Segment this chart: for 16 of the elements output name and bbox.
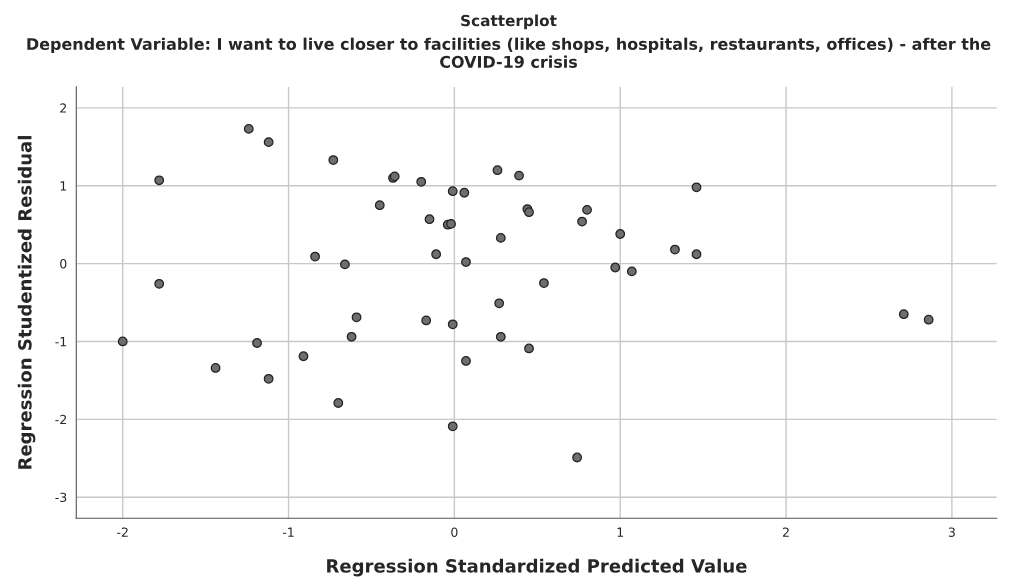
y-tick-label: -1 (55, 337, 67, 347)
y-tick-label: -2 (55, 414, 66, 425)
x-tick-label: 1 (617, 527, 624, 537)
y-tick-label: 0 (60, 259, 67, 269)
x-tick-label: -2 (117, 527, 128, 537)
x-tick-label: 2 (782, 527, 789, 537)
y-axis-title: Regression Studentized Residual (17, 136, 36, 469)
y-tick-label: 2 (60, 103, 66, 113)
x-tick-label: 0 (451, 527, 458, 537)
chart-title: Scatterplot (461, 14, 557, 30)
x-axis-title: Regression Standardized Predicted Value (327, 558, 747, 577)
chart-subtitle: Dependent Variable: I want to live closer to facilities (like shops, hospitals, restaurants, offices) - after the COVID-19 crisis (27, 37, 991, 68)
x-tick-label: -1 (282, 527, 294, 537)
y-tick-label: 1 (60, 181, 67, 191)
x-tick-label: 3 (948, 527, 955, 537)
y-tick-label: -3 (55, 492, 67, 503)
